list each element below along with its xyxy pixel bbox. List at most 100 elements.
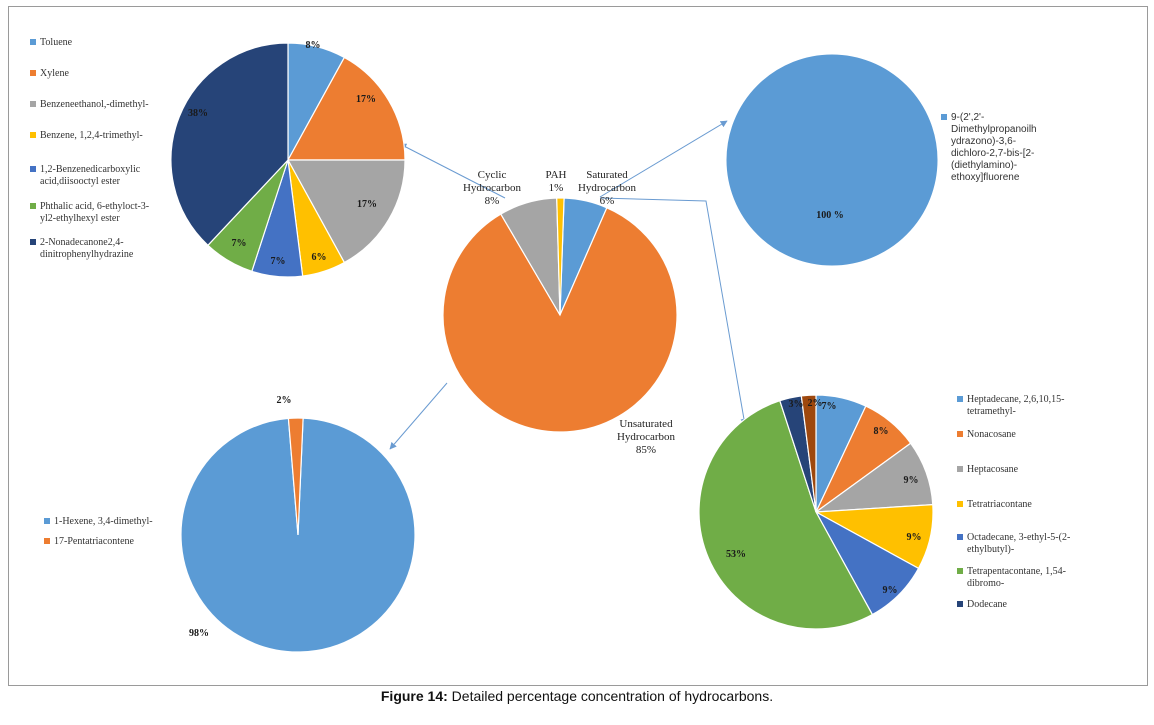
cyclic-legend-item-benzeneethanol-dimethyl: Benzeneethanol,-dimethyl-	[30, 99, 149, 110]
cyclic-legend-label: 2-Nonadecanone2,4-	[40, 237, 124, 248]
saturated-legend-item-heptadecane-2-6-10-15-tetramethyl: Heptadecane, 2,6,10,15-tetramethyl-	[957, 394, 1064, 417]
saturated-pie-chart	[698, 394, 934, 630]
saturated-legend-item-nonacosane: Nonacosane	[957, 429, 1016, 440]
cyclic-legend-item-phthalic-acid-6-ethyloct-3-yl2-ethylhexyl-ester: Phthalic acid, 6-ethyloct-3-yl2-ethylhex…	[30, 201, 149, 224]
saturated-slice-slice-8	[800, 394, 817, 513]
saturated-legend-swatch	[957, 534, 963, 540]
saturated-legend-swatch	[957, 466, 963, 472]
saturated-data-label: 7%	[822, 401, 837, 412]
unsaturated-data-label: 98%	[189, 628, 209, 639]
saturated-legend: Heptadecane, 2,6,10,15-tetramethyl- Nonac…	[957, 394, 1070, 610]
unsaturated-legend: 1-Hexene, 3,4-dimethyl- 17-Pentatriaconte…	[44, 516, 153, 547]
cyclic-legend-label: yl2-ethylhexyl ester	[40, 213, 120, 224]
caption-text: Detailed percentage concentration of hyd…	[451, 688, 774, 704]
saturated-legend-label: Tetratriacontane	[967, 499, 1032, 510]
cyclic-legend-label: 1,2-Benzenedicarboxylic	[40, 164, 141, 175]
saturated-legend-label: Nonacosane	[967, 429, 1016, 440]
saturated-legend-item-octadecane-3-ethyl-5-2-ethylbutyl: Octadecane, 3-ethyl-5-(2-ethylbutyl)-	[957, 532, 1070, 555]
cyclic-legend-swatch	[30, 101, 36, 107]
cyclic-legend-label: Benzene, 1,2,4-trimethyl-	[40, 130, 143, 141]
unsaturated-slice-1-hexene-3-4-dimethyl	[180, 417, 416, 653]
pah-legend-label: ydrazono)-3,6-	[951, 136, 1016, 147]
arrow-to-pah	[599, 120, 728, 198]
saturated-legend-item-dodecane: Dodecane	[957, 599, 1008, 610]
saturated-data-label: 9%	[907, 532, 922, 543]
saturated-legend-label: ethylbutyl)-	[967, 544, 1014, 555]
cyclic-legend-label: Benzeneethanol,-dimethyl-	[40, 99, 149, 110]
cyclic-slice-benzeneethanol-dimethyl	[286, 159, 406, 264]
cyclic-data-label: 6%	[312, 252, 327, 263]
saturated-legend-item-tetratriacontane: Tetratriacontane	[957, 499, 1032, 510]
pah-legend-label: Dimethylpropanoilh	[951, 124, 1037, 135]
cyclic-legend-swatch	[30, 166, 36, 172]
cyclic-legend-swatch	[30, 70, 36, 76]
cyclic-legend-swatch	[30, 239, 36, 245]
cyclic-legend: Toluene Xylene Benzeneethanol,-dimethyl- Be…	[30, 37, 149, 260]
main-slice-unsaturated-hydrocarbon	[442, 206, 678, 433]
cyclic-legend-label: Phthalic acid, 6-ethyloct-3-	[40, 201, 149, 212]
unsaturated-slice-17-pentatriacontene	[287, 417, 304, 536]
pah-legend-swatch	[941, 114, 947, 120]
cyclic-legend-item-benzene-1-2-4-trimethyl: Benzene, 1,2,4-trimethyl-	[30, 130, 143, 141]
saturated-data-label: 53%	[726, 549, 746, 560]
main-slice-pah	[556, 197, 565, 316]
arrow-to-cyclic	[399, 143, 506, 199]
unsaturated-legend-label: 1-Hexene, 3,4-dimethyl-	[54, 516, 153, 527]
cyclic-data-label: 7%	[232, 238, 247, 249]
saturated-data-label: 3%	[789, 399, 804, 410]
saturated-data-label: 8%	[874, 426, 889, 437]
unsaturated-legend-swatch	[44, 538, 50, 544]
saturated-legend-label: Dodecane	[967, 599, 1008, 610]
figure-caption: Figure 14: Detailed percentage concentra…	[0, 688, 1154, 704]
unsaturated-data-label: 2%	[277, 395, 292, 406]
saturated-legend-swatch	[957, 431, 963, 437]
connector-arrows	[389, 120, 748, 450]
saturated-data-label: 9%	[904, 475, 919, 486]
cyclic-data-label: 17%	[357, 199, 377, 210]
saturated-data-label: 9%	[883, 585, 898, 596]
main-category-label: Hydrocarbon	[617, 431, 676, 443]
pah-legend-label: (diethylamino)-	[951, 160, 1017, 171]
saturated-legend-swatch	[957, 396, 963, 402]
pah-slice-9-2-2-dimethylpropanoilhydrazono-3-6-dichloro-2-7-bis-2-diethylamino-ethoxy-fluorene	[725, 53, 939, 267]
saturated-legend-swatch	[957, 568, 963, 574]
saturated-legend-label: dibromo-	[967, 578, 1004, 589]
main-category-label: PAH	[546, 169, 567, 181]
cyclic-data-label: 8%	[306, 40, 321, 51]
main-category-label: Hydrocarbon	[463, 182, 522, 194]
cyclic-legend-item-xylene: Xylene	[30, 68, 69, 79]
cyclic-legend-label: dinitrophenylhydrazine	[40, 249, 134, 260]
pah-legend: 9-(2',2'-Dimethylpropanoilhydrazono)-3,6…	[941, 112, 1037, 183]
saturated-data-label: 2%	[808, 398, 823, 409]
saturated-legend-label: Heptadecane, 2,6,10,15-	[967, 394, 1064, 405]
cyclic-data-label: 17%	[356, 94, 376, 105]
main-data-label: 6%	[600, 195, 615, 207]
unsaturated-legend-label: 17-Pentatriacontene	[54, 536, 135, 547]
cyclic-legend-label: Xylene	[40, 68, 69, 79]
saturated-slice-tetrapentacontane-1-54-dibromo	[698, 399, 874, 630]
arrow-to-unsaturated	[389, 382, 448, 450]
main-category-label: Unsaturated	[619, 418, 673, 430]
cyclic-legend-label: Toluene	[40, 37, 73, 48]
unsaturated-legend-item-1-hexene-3-4-dimethyl: 1-Hexene, 3,4-dimethyl-	[44, 516, 153, 527]
caption-label: Figure 14:	[380, 688, 448, 704]
pah-data-label: 100 %	[816, 210, 844, 221]
main-category-label: Hydrocarbon	[578, 182, 637, 194]
unsaturated-legend-item-17-pentatriacontene: 17-Pentatriacontene	[44, 536, 135, 547]
pah-legend-item-9-2-2-dimethylpropanoilhydrazono-3-6-dichloro-2-7-bis-2-diethylamino-ethoxy-fluorene: 9-(2',2'-Dimethylpropanoilhydrazono)-3,6…	[941, 112, 1037, 183]
cyclic-pie-chart	[170, 42, 406, 278]
main-data-label: 1%	[549, 182, 564, 194]
pah-legend-label: dichloro-2,7-bis-[2-	[951, 148, 1034, 159]
saturated-legend-swatch	[957, 501, 963, 507]
cyclic-legend-item-toluene: Toluene	[30, 37, 73, 48]
saturated-legend-item-heptacosane: Heptacosane	[957, 464, 1019, 475]
cyclic-slice-xylene	[286, 56, 406, 161]
main-category-label: Saturated	[586, 169, 628, 181]
pah-pie-chart	[725, 53, 939, 267]
main-data-label: 85%	[636, 444, 656, 456]
main-category-label: Cyclic	[478, 169, 507, 181]
saturated-legend-swatch	[957, 601, 963, 607]
cyclic-legend-swatch	[30, 132, 36, 138]
